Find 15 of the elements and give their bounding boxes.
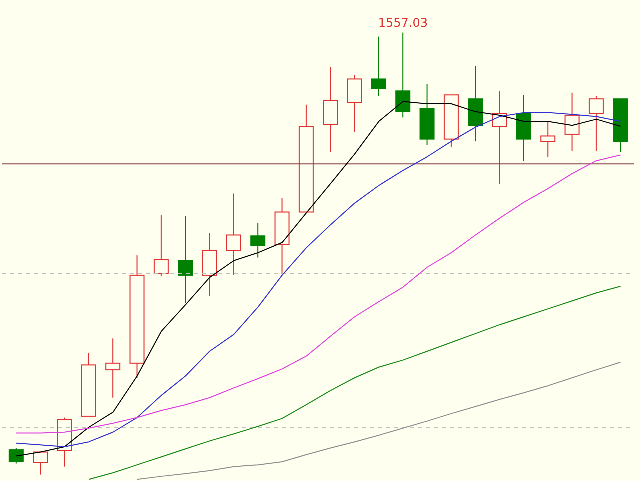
candlestick	[8, 448, 24, 464]
candlestick	[588, 96, 604, 152]
annotation: 1557.03	[378, 16, 428, 30]
candlestick	[564, 92, 580, 152]
candlestick	[371, 36, 386, 97]
candlestick	[250, 222, 266, 258]
candlestick	[178, 216, 194, 304]
candlestick	[226, 193, 242, 276]
candlestick	[33, 452, 48, 476]
candlestick	[347, 74, 362, 133]
candlestick	[396, 32, 411, 118]
candlestick	[540, 122, 556, 158]
candlestick	[154, 214, 169, 277]
candlestick	[323, 66, 338, 153]
candlestick	[106, 338, 121, 398]
